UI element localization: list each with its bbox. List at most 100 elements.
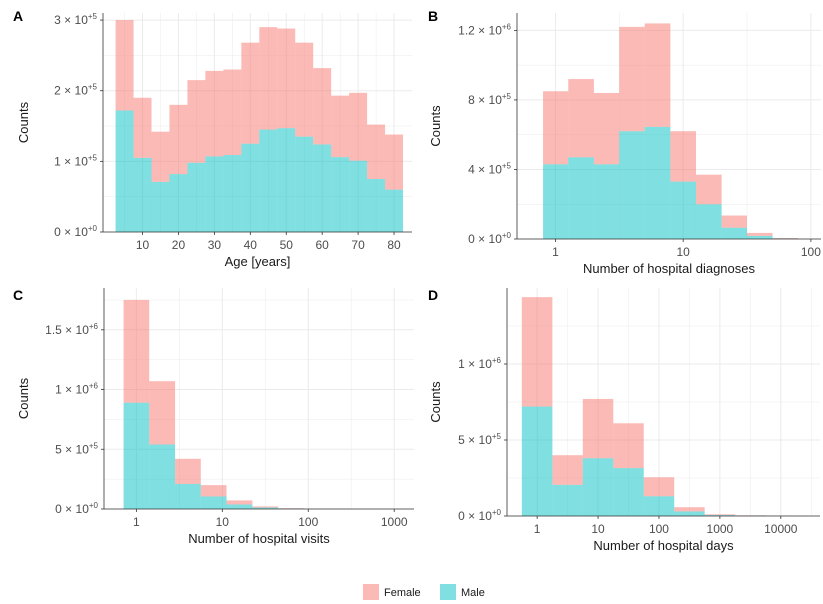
bar-male bbox=[151, 181, 170, 232]
y-tick-label: 2 × 10+5 bbox=[54, 83, 97, 98]
bar-female bbox=[349, 92, 368, 161]
x-tick-label: 1 bbox=[133, 515, 140, 529]
bar-male bbox=[313, 144, 332, 232]
y-tick-label: 0 × 10+0 bbox=[54, 224, 97, 239]
bar-male bbox=[644, 126, 671, 239]
x-axis-title: Age [years] bbox=[225, 254, 291, 269]
bar-male bbox=[149, 444, 176, 509]
x-axis-title: Number of hospital visits bbox=[188, 531, 330, 546]
y-tick-times: × 10 bbox=[61, 154, 88, 168]
bar-female bbox=[223, 69, 242, 155]
bar-male bbox=[259, 129, 278, 232]
bar-male bbox=[133, 157, 152, 232]
panel-c: 0 × 10+05 × 10+51 × 10+61.5 × 10+61 10 100… bbox=[13, 287, 414, 546]
y-tick-mantissa: 1.5 bbox=[45, 323, 62, 337]
y-tick-mantissa: 5 bbox=[55, 442, 62, 456]
panel-letter: B bbox=[428, 8, 438, 24]
legend-label-male: Male bbox=[461, 587, 485, 599]
y-tick-mantissa: 1 bbox=[54, 154, 61, 168]
bar-female bbox=[200, 485, 227, 497]
bar-male bbox=[241, 143, 260, 232]
bar-female bbox=[721, 215, 747, 228]
x-tick-label: 1 bbox=[534, 522, 541, 536]
bar-female bbox=[643, 477, 675, 497]
y-tick-mantissa: 1 bbox=[458, 357, 465, 371]
bar-female bbox=[568, 79, 594, 158]
bar-male bbox=[205, 156, 224, 232]
x-tick-label: 30 bbox=[208, 238, 222, 252]
y-tick-mantissa: 0 bbox=[458, 509, 465, 523]
bar-female bbox=[674, 507, 705, 512]
bar-male bbox=[613, 468, 644, 516]
bar-male bbox=[277, 128, 296, 232]
bar-female bbox=[582, 398, 614, 459]
bar-male bbox=[123, 402, 150, 509]
panel-d: 0 × 10+05 × 10+51 × 10+61 10 100 1000 10000N… bbox=[428, 287, 820, 553]
y-tick-mantissa: 2 bbox=[54, 84, 61, 98]
bar-male bbox=[331, 157, 350, 232]
y-tick-exponent: +5 bbox=[89, 441, 99, 450]
bar-male bbox=[349, 160, 368, 232]
bar-male bbox=[115, 110, 134, 232]
bar-male bbox=[200, 496, 227, 509]
y-tick-mantissa: 1 bbox=[55, 383, 62, 397]
y-tick-times: × 10 bbox=[61, 225, 88, 239]
x-tick-label: 1000 bbox=[707, 522, 734, 536]
x-tick-label: 10 bbox=[136, 238, 150, 252]
x-axis-title: Number of hospital diagnoses bbox=[583, 261, 755, 276]
bar-male bbox=[568, 157, 594, 239]
x-axis-title: Number of hospital days bbox=[593, 538, 734, 553]
y-tick-mantissa: 5 bbox=[458, 433, 465, 447]
bar-female bbox=[644, 23, 671, 127]
y-tick-label: 1 × 10+6 bbox=[55, 382, 98, 397]
x-tick-label: 1 bbox=[552, 245, 559, 259]
y-tick-times: × 10 bbox=[465, 433, 492, 447]
x-tick-label: 10 bbox=[216, 515, 230, 529]
bar-male bbox=[295, 136, 314, 232]
y-tick-label: 1.5 × 10+6 bbox=[45, 322, 98, 337]
panel-letter: C bbox=[13, 287, 23, 303]
y-tick-times: × 10 bbox=[475, 162, 502, 176]
panel-b: 0 × 10+04 × 10+58 × 10+51.2 × 10+61 10 100… bbox=[428, 8, 821, 276]
bar-male bbox=[704, 515, 736, 516]
y-tick-exponent: +0 bbox=[89, 501, 99, 510]
bar-female bbox=[277, 28, 296, 129]
bars bbox=[543, 23, 799, 239]
bar-female bbox=[149, 381, 176, 445]
bar-female bbox=[543, 91, 569, 165]
bar-male bbox=[582, 458, 614, 516]
bar-female bbox=[115, 20, 134, 111]
y-tick-mantissa: 0 bbox=[55, 502, 62, 516]
y-axis-title: Counts bbox=[16, 377, 31, 419]
y-tick-times: × 10 bbox=[61, 13, 88, 27]
bar-male bbox=[746, 235, 773, 239]
y-tick-exponent: +6 bbox=[89, 322, 99, 331]
y-tick-label: 1.2 × 10+6 bbox=[458, 22, 511, 37]
y-tick-exponent: +5 bbox=[88, 153, 98, 162]
legend-label-female: Female bbox=[384, 587, 421, 599]
x-tick-label: 60 bbox=[315, 238, 329, 252]
y-tick-label: 8 × 10+5 bbox=[468, 92, 511, 107]
x-tick-label: 100 bbox=[801, 245, 821, 259]
y-tick-exponent: +5 bbox=[492, 432, 502, 441]
y-tick-times: × 10 bbox=[475, 93, 502, 107]
y-tick-exponent: +0 bbox=[492, 508, 502, 517]
bar-female bbox=[151, 131, 170, 182]
y-tick-label: 1 × 10+5 bbox=[54, 153, 97, 168]
y-tick-exponent: +6 bbox=[502, 22, 512, 31]
y-tick-times: × 10 bbox=[475, 23, 502, 37]
y-tick-times: × 10 bbox=[465, 509, 492, 523]
bar-male bbox=[385, 189, 404, 232]
bars bbox=[123, 299, 356, 509]
y-axis-title: Counts bbox=[428, 105, 443, 147]
y-tick-times: × 10 bbox=[465, 357, 492, 371]
y-tick-times: × 10 bbox=[62, 502, 89, 516]
x-tick-label: 10 bbox=[591, 522, 605, 536]
x-tick-label: 40 bbox=[244, 238, 258, 252]
y-tick-label: 0 × 10+0 bbox=[458, 508, 501, 523]
y-tick-label: 5 × 10+5 bbox=[55, 441, 98, 456]
bar-male bbox=[175, 483, 201, 509]
y-tick-times: × 10 bbox=[475, 232, 502, 246]
panel-a: 0 × 10+01 × 10+52 × 10+53 × 10+510 20 30 40… bbox=[13, 8, 412, 269]
